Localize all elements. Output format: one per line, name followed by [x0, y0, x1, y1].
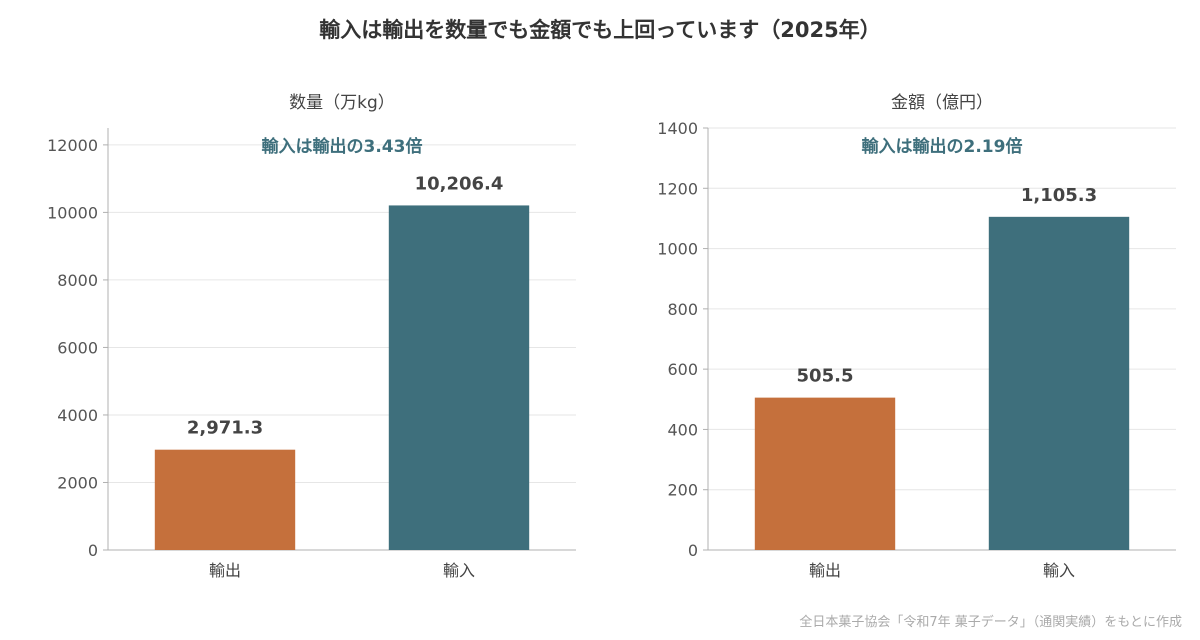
y-tick-label: 1200 — [657, 179, 698, 198]
y-tick-label: 1000 — [657, 240, 698, 259]
panel-title: 金額（億円） — [891, 93, 993, 113]
bar-export — [754, 397, 896, 550]
x-tick-label: 輸入 — [1043, 561, 1075, 580]
y-tick-label: 4000 — [57, 406, 98, 425]
x-tick-label: 輸出 — [809, 561, 841, 580]
y-tick-label: 0 — [88, 541, 98, 560]
y-tick-label: 200 — [667, 481, 698, 500]
y-tick-label: 10000 — [47, 203, 98, 222]
bar-value-label: 2,971.3 — [187, 418, 263, 439]
bar-export — [154, 449, 296, 550]
bar-value-label: 10,206.4 — [415, 173, 504, 194]
chart-main-title: 輸入は輸出を数量でも金額でも上回っています（2025年） — [319, 18, 881, 42]
panel-title: 数量（万kg） — [289, 93, 395, 113]
bar-import — [388, 205, 530, 550]
y-tick-label: 8000 — [57, 271, 98, 290]
ratio-annotation: 輸入は輸出の2.19倍 — [862, 136, 1023, 157]
y-tick-label: 12000 — [47, 136, 98, 155]
y-tick-label: 600 — [667, 360, 698, 379]
y-tick-label: 2000 — [57, 473, 98, 492]
bar-value-label: 1,105.3 — [1021, 185, 1097, 206]
x-tick-label: 輸出 — [209, 561, 241, 580]
source-note: 全日本菓子協会「令和7年 菓子データ」（通関実績）をもとに作成 — [799, 615, 1182, 630]
y-tick-label: 0 — [688, 541, 698, 560]
x-tick-label: 輸入 — [443, 561, 475, 580]
y-tick-label: 6000 — [57, 338, 98, 357]
y-tick-label: 400 — [667, 420, 698, 439]
bar-value-label: 505.5 — [797, 366, 854, 387]
ratio-annotation: 輸入は輸出の3.43倍 — [262, 136, 423, 157]
quantity-chart-panel: 0 2000 4000 6000 8000 10000 12000 数量（万kg） 輸入は輸出の… — [47, 93, 576, 580]
bar-import — [988, 216, 1130, 550]
y-tick-label: 800 — [667, 300, 698, 319]
y-tick-label: 1400 — [657, 119, 698, 138]
amount-chart-panel: 0 200 400 600 800 1000 1200 1400 金額（億円） 輸入は輸出の2.1… — [657, 93, 1176, 580]
